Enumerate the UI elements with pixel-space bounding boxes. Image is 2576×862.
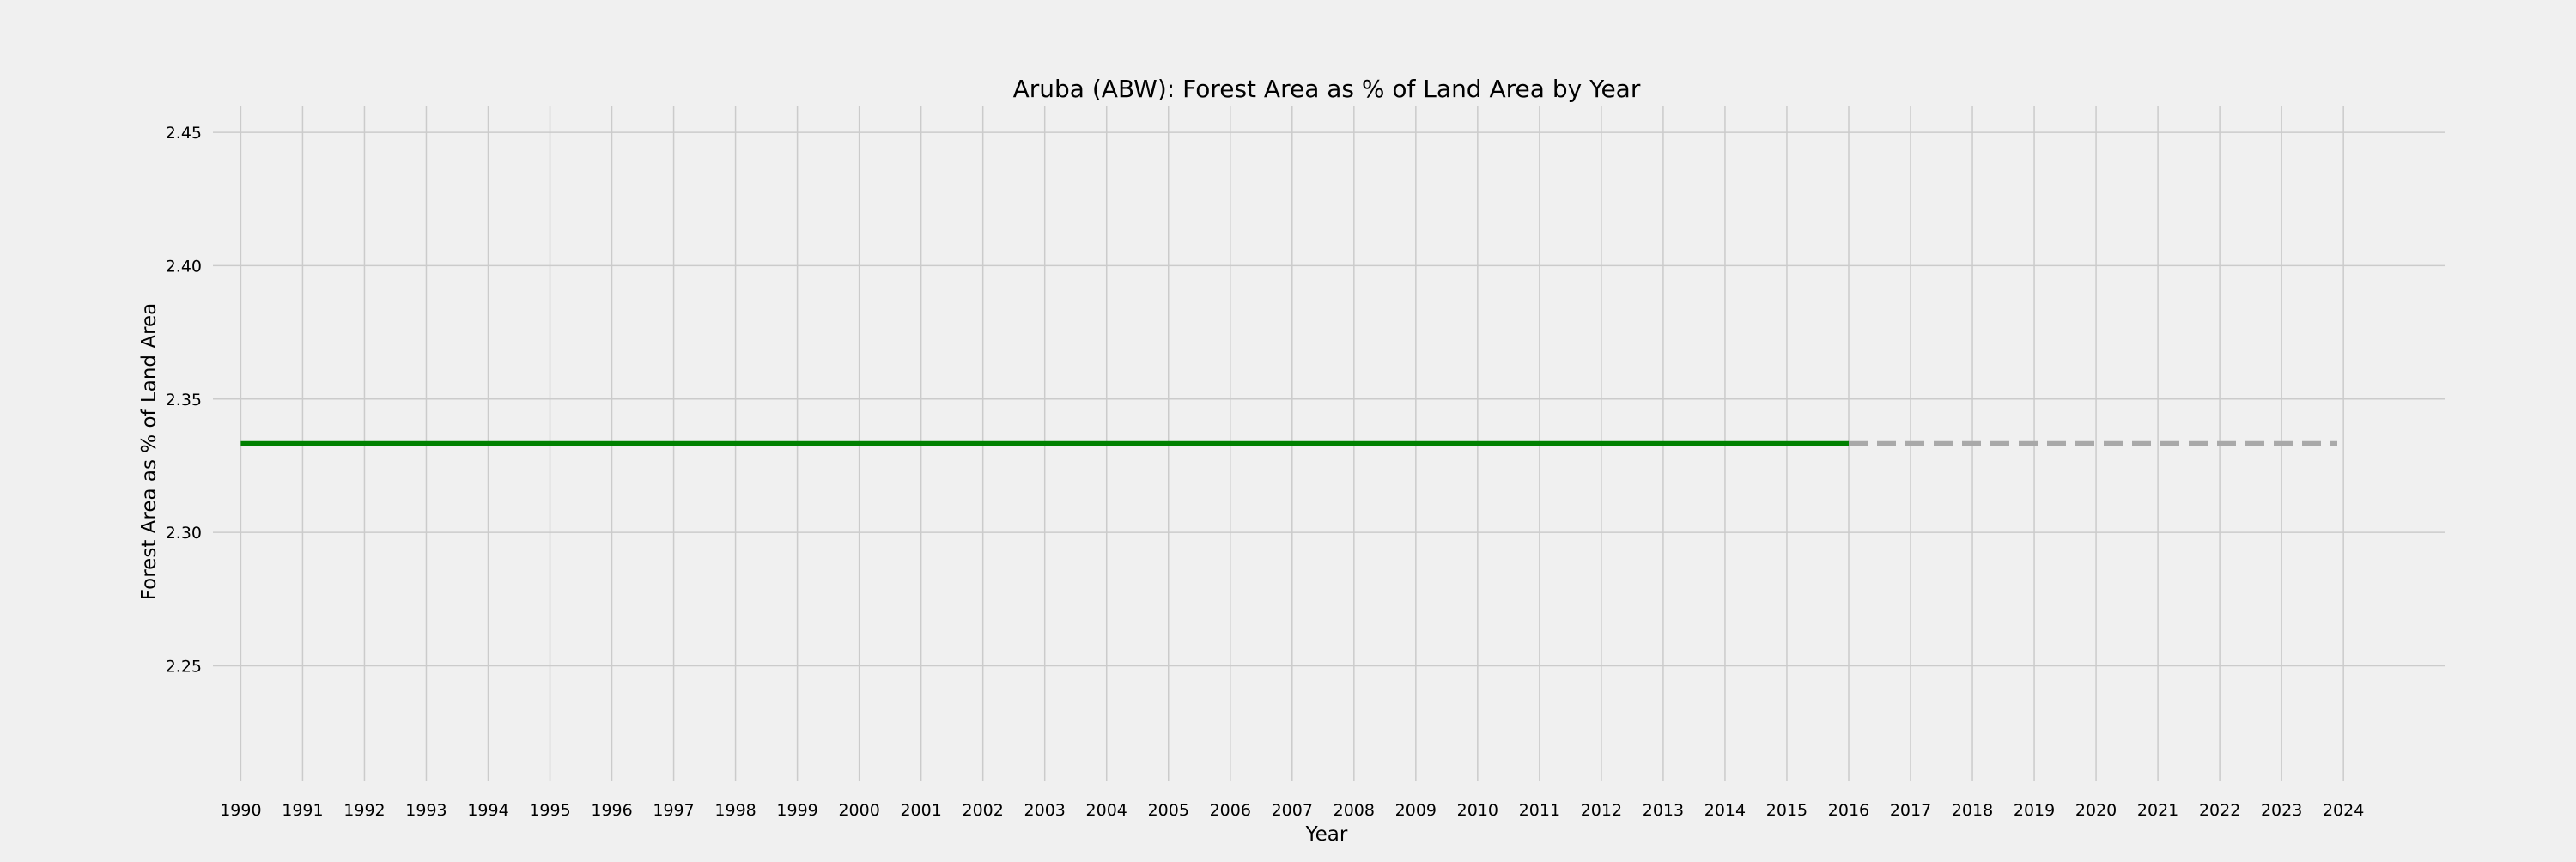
y-axis-label: Forest Area as % of Land Area [138, 303, 161, 601]
x-tick-label: 2020 [2075, 801, 2117, 820]
x-tick-label: 2022 [2199, 801, 2240, 820]
x-tick-label: 2008 [1334, 801, 1375, 820]
x-tick-label: 2018 [1952, 801, 1993, 820]
x-tick-label: 2017 [1890, 801, 1931, 820]
x-tick-label: 1990 [220, 801, 261, 820]
x-tick-label: 2024 [2323, 801, 2364, 820]
y-tick-labels: 2.25 2.30 2.35 2.40 2.45 [166, 124, 202, 676]
y-gridlines [213, 131, 2445, 667]
x-tick-label: 2012 [1581, 801, 1622, 820]
x-tick-label: 2005 [1148, 801, 1189, 820]
x-tick-label: 2013 [1643, 801, 1684, 820]
y-tick-label: 2.45 [166, 124, 202, 143]
x-tick-label: 1992 [343, 801, 385, 820]
x-tick-label: 2003 [1024, 801, 1066, 820]
x-tick-labels: 1990 1991 1992 1993 1994 1995 1996 1997 1998 1999… [220, 801, 2364, 820]
x-tick-label: 2004 [1086, 801, 1127, 820]
x-tick-label: 1994 [467, 801, 508, 820]
x-tick-label: 2015 [1766, 801, 1807, 820]
x-tick-label: 2023 [2261, 801, 2302, 820]
x-tick-label: 2007 [1272, 801, 1313, 820]
x-tick-label: 2021 [2137, 801, 2178, 820]
y-tick-label: 2.40 [166, 257, 202, 276]
x-tick-label: 1998 [714, 801, 756, 820]
x-tick-label: 1999 [776, 801, 817, 820]
x-tick-label: 2009 [1395, 801, 1437, 820]
x-tick-label: 1995 [529, 801, 570, 820]
x-tick-label: 1993 [405, 801, 447, 820]
x-tick-label: 2016 [1828, 801, 1869, 820]
x-tick-label: 2006 [1210, 801, 1251, 820]
x-tick-label: 2014 [1704, 801, 1746, 820]
x-tick-label: 1997 [653, 801, 694, 820]
x-tick-label: 2002 [962, 801, 1003, 820]
x-tick-label: 1996 [591, 801, 632, 820]
y-tick-label: 2.25 [166, 657, 202, 676]
x-tick-label: 2010 [1457, 801, 1498, 820]
x-tick-label: 2019 [2014, 801, 2055, 820]
x-tick-label: 2001 [900, 801, 941, 820]
x-tick-label: 2011 [1519, 801, 1560, 820]
x-axis-label: Year [1305, 823, 1348, 846]
y-tick-label: 2.30 [166, 524, 202, 543]
x-tick-label: 1991 [282, 801, 323, 820]
chart-title: Aruba (ABW): Forest Area as % of Land Ar… [1013, 75, 1641, 103]
x-tick-label: 2000 [838, 801, 879, 820]
y-tick-label: 2.35 [166, 391, 202, 410]
